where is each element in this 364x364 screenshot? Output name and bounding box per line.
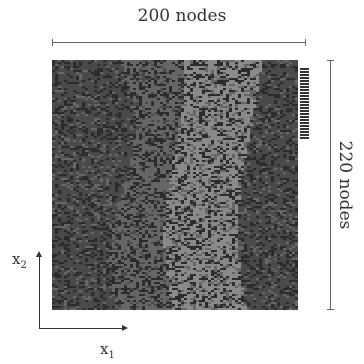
x2-axis-label: x2 xyxy=(12,250,27,271)
legend-swatch xyxy=(300,113,309,115)
legend-swatch xyxy=(300,74,309,76)
legend-swatch xyxy=(300,131,309,133)
grid-field xyxy=(52,60,298,310)
width-label: 200 nodes xyxy=(137,6,227,26)
legend-swatch xyxy=(300,119,309,121)
legend-swatch xyxy=(300,95,309,97)
x2-axis-line xyxy=(39,257,40,329)
legend-swatch xyxy=(300,125,309,127)
x1-axis-arrow-icon xyxy=(122,325,128,331)
legend-swatch xyxy=(300,128,309,130)
legend-swatch xyxy=(300,134,309,136)
legend-swatch xyxy=(300,92,309,94)
legend-swatch xyxy=(300,104,309,106)
legend-swatches xyxy=(300,68,309,140)
legend-swatch xyxy=(300,116,309,118)
legend-swatch xyxy=(300,71,309,73)
legend-swatch xyxy=(300,101,309,103)
field-cells xyxy=(52,60,298,310)
x1-axis-label: x1 xyxy=(100,340,115,361)
legend-swatch xyxy=(300,107,309,109)
legend-swatch xyxy=(300,89,309,91)
legend-swatch xyxy=(300,80,309,82)
height-label: 220 nodes xyxy=(335,140,355,230)
legend-swatch xyxy=(300,77,309,79)
width-dimension-line xyxy=(52,39,306,46)
x1-axis-line xyxy=(39,328,124,329)
legend-swatch xyxy=(300,83,309,85)
legend-swatch xyxy=(300,98,309,100)
legend-swatch xyxy=(300,68,309,70)
legend-swatch xyxy=(300,86,309,88)
legend-swatch xyxy=(300,110,309,112)
legend-swatch xyxy=(300,137,309,139)
height-dimension-line xyxy=(327,60,334,310)
legend-swatch xyxy=(300,122,309,124)
x2-axis-arrow-icon xyxy=(36,251,42,257)
